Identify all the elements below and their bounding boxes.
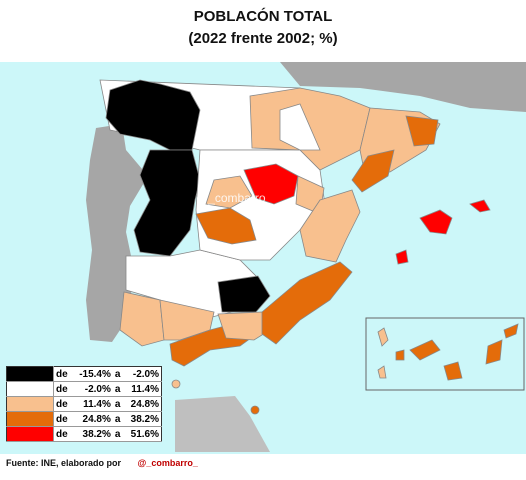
legend-swatch [6,396,54,412]
legend-from: 24.8% [72,411,113,427]
legend-sep: a [112,366,124,382]
legend-to: 51.6% [123,426,162,442]
legend-from: 38.2% [72,426,113,442]
legend-sep: a [112,411,124,427]
island-tenerife [409,339,441,361]
ceuta [171,379,181,389]
province-madrid [243,163,299,205]
legend-swatch [6,366,54,382]
legend-from: -15.4% [72,366,113,382]
portugal-region [86,124,148,342]
legend-to: 11.4% [123,381,162,397]
legend-row: de -15.4% a -2.0% [6,366,162,382]
legend-swatch [6,411,54,427]
province-valencia [299,189,361,263]
source-handle: @_combarro_ [137,458,198,468]
legend-row: de 11.4% a 24.8% [6,396,162,412]
island-la-gomera [395,349,405,361]
source-text: Fuente: INE, elaborado por [6,458,122,468]
france-region [280,62,526,112]
legend-prefix: de [53,411,73,427]
legend-swatch [6,381,54,397]
island-fuerteventura [485,339,503,365]
island-mallorca [419,209,453,235]
source-note: Fuente: INE, elaborado por @_combarro_ [6,458,198,468]
legend-swatch [6,426,54,442]
legend-row: de -2.0% a 11.4% [6,381,162,397]
province-jaen [217,275,271,313]
legend-to: 38.2% [123,411,162,427]
legend-sep: a [112,426,124,442]
island-lanzarote [503,323,519,339]
legend-sep: a [112,396,124,412]
map-title: POBLACÓN TOTAL [193,8,333,25]
legend-prefix: de [53,396,73,412]
watermark: @_combarro_ [196,191,273,205]
province-southeast [261,261,353,345]
legend-from: -2.0% [72,381,113,397]
province-avila [205,175,253,209]
legend-row: de 24.8% a 38.2% [6,411,162,427]
island-menorca [469,199,491,213]
province-girona [405,115,439,147]
legend-to: -2.0% [123,366,162,382]
melilla [250,405,260,415]
province-navarra [279,103,321,151]
island-ibiza [395,249,409,265]
province-huelva [119,291,165,347]
africa-region [175,396,270,452]
spain-choropleth-map: @_combarro_ [0,62,526,454]
map-subtitle: (2022 frente 2002; %) [188,30,338,47]
legend-to: 24.8% [123,396,162,412]
legend: de -15.4% a -2.0% de -2.0% a 11.4% de 11.4% a 24.8%… [6,366,162,442]
island-gran-canaria [443,361,463,381]
province-tarragona [351,149,395,193]
legend-sep: a [112,381,124,397]
island-el-hierro [377,365,387,379]
legend-row: de 38.2% a 51.6% [6,426,162,442]
province-granada [217,311,271,341]
island-la-palma [377,327,389,347]
legend-prefix: de [53,366,73,382]
legend-prefix: de [53,426,73,442]
legend-from: 11.4% [72,396,113,412]
legend-prefix: de [53,381,73,397]
